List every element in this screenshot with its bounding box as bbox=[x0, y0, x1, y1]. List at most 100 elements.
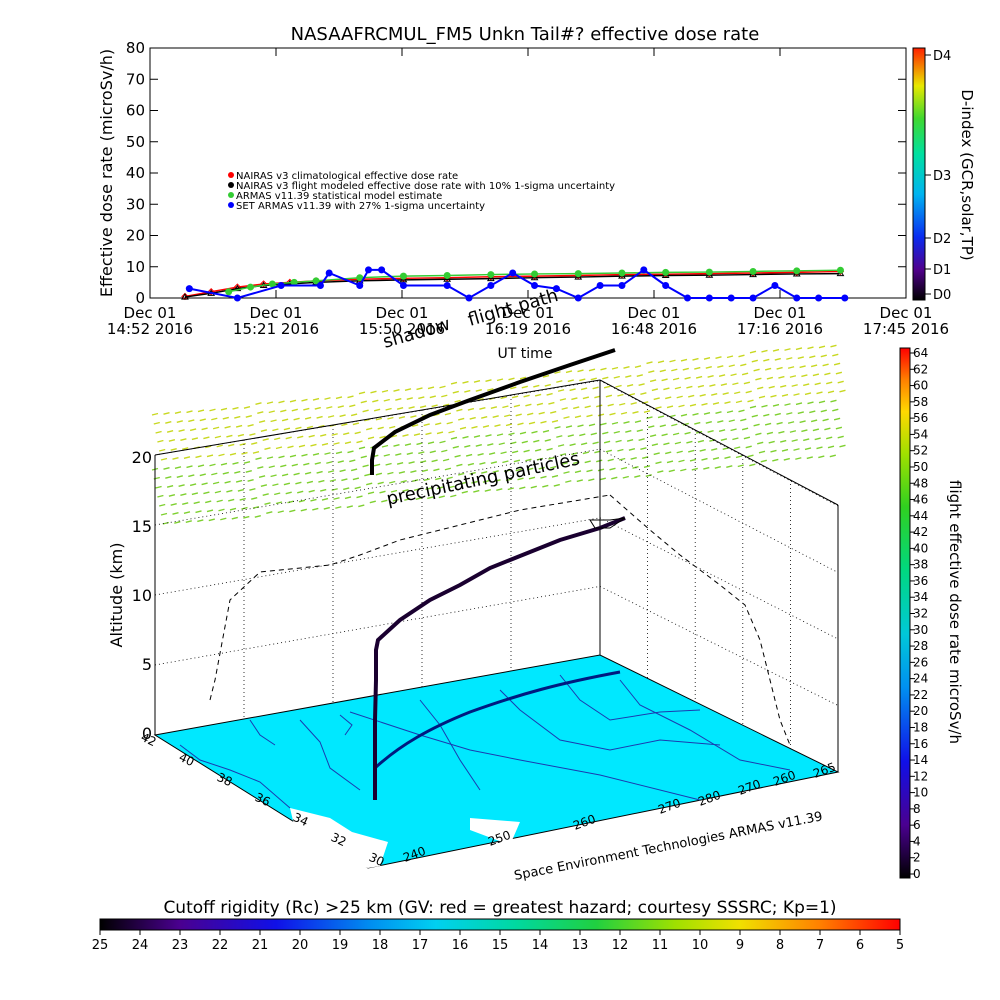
particle-dash bbox=[458, 472, 465, 476]
x-axis-label: UT time bbox=[498, 346, 553, 362]
particle-dash bbox=[452, 390, 459, 394]
particle-dash bbox=[659, 369, 666, 373]
particle-dash bbox=[688, 449, 695, 453]
particle-dash bbox=[649, 379, 657, 383]
particle-dash bbox=[538, 466, 545, 470]
particle-dash bbox=[298, 444, 306, 448]
d-tick-label: D1 bbox=[933, 263, 951, 278]
particle-dash bbox=[425, 487, 432, 491]
particle-dash bbox=[475, 389, 482, 392]
rigidity-tick-label: 23 bbox=[172, 938, 189, 953]
data-point bbox=[185, 285, 193, 293]
particle-dash bbox=[556, 380, 563, 383]
particle-dash bbox=[776, 366, 783, 370]
particle-dash bbox=[354, 486, 361, 490]
particle-dash bbox=[306, 480, 314, 484]
particle-dash bbox=[745, 390, 752, 394]
particle-dash bbox=[415, 497, 422, 500]
legend-label: ARMAS v11.39 statistical model estimate bbox=[236, 191, 442, 202]
particle-dash bbox=[663, 442, 670, 446]
particle-dash bbox=[619, 457, 626, 461]
particle-dash bbox=[301, 398, 308, 402]
particle-dash bbox=[550, 410, 557, 414]
particle-dash bbox=[613, 430, 620, 434]
data-point bbox=[531, 282, 539, 289]
particle-dash bbox=[619, 402, 626, 406]
particle-dash bbox=[206, 509, 214, 513]
particle-dash bbox=[393, 443, 400, 447]
particle-dash bbox=[151, 412, 159, 416]
particle-dash bbox=[726, 410, 734, 414]
particle-dash bbox=[513, 459, 521, 463]
particle-dash bbox=[477, 453, 484, 456]
particle-dash bbox=[327, 470, 335, 473]
particle-dash bbox=[385, 407, 392, 411]
particle-dash bbox=[730, 428, 737, 432]
particle-dash bbox=[454, 454, 461, 458]
data-point bbox=[207, 288, 215, 296]
particle-dash bbox=[395, 452, 402, 456]
legend-marker bbox=[228, 192, 234, 198]
d-tick-label: D3 bbox=[933, 169, 951, 184]
particle-dash bbox=[216, 499, 223, 503]
particle-dash bbox=[810, 364, 818, 368]
particle-dash bbox=[408, 406, 415, 409]
particle-dash bbox=[672, 432, 680, 436]
particle-dash bbox=[481, 416, 488, 419]
particle-dash bbox=[582, 451, 590, 455]
particle-dash bbox=[462, 435, 469, 439]
particle-dash bbox=[304, 471, 312, 475]
particle-dash bbox=[395, 397, 402, 401]
particle-dash bbox=[358, 391, 366, 395]
grid-line bbox=[599, 380, 839, 507]
particle-dash bbox=[341, 478, 348, 482]
particle-dash bbox=[234, 415, 241, 419]
particle-dash bbox=[393, 388, 400, 392]
particle-dash bbox=[758, 395, 766, 399]
precipitating-particle-field bbox=[151, 344, 846, 525]
particle-dash bbox=[824, 372, 831, 376]
particle-dash bbox=[362, 464, 369, 468]
particle-dash bbox=[165, 475, 172, 479]
particle-dash bbox=[751, 359, 758, 363]
particle-dash bbox=[321, 497, 329, 501]
particle-dash bbox=[243, 461, 251, 464]
particle-dash bbox=[717, 365, 724, 369]
particle-dash bbox=[715, 411, 722, 415]
particle-dash bbox=[310, 498, 317, 502]
particle-dash bbox=[454, 399, 461, 403]
particle-dash bbox=[774, 412, 781, 416]
rigidity-ticks: 25 24 23 22 21 20 19 18 17 16 15 14 13 12 11 10 9 8 7 6 5 bbox=[92, 930, 904, 953]
particle-dash bbox=[398, 470, 406, 474]
particle-dash bbox=[573, 461, 580, 465]
rigidity-tick-label: 7 bbox=[816, 938, 824, 953]
latitude-tick-label: 38 bbox=[215, 770, 235, 789]
particle-dash bbox=[229, 452, 237, 456]
particle-dash bbox=[707, 430, 714, 433]
x-tick-time: 15:21 2016 bbox=[233, 320, 319, 338]
particle-dash bbox=[609, 412, 616, 416]
particle-dash bbox=[381, 389, 389, 393]
particle-dash bbox=[634, 474, 641, 478]
particle-dash bbox=[508, 377, 515, 381]
data-point bbox=[399, 272, 407, 280]
particle-dash bbox=[531, 430, 538, 434]
particle-dash bbox=[657, 470, 664, 474]
particle-dash bbox=[684, 376, 691, 380]
particle-dash bbox=[349, 404, 356, 408]
particle-dash bbox=[688, 394, 695, 398]
particle-dash bbox=[804, 447, 812, 451]
particle-dash bbox=[222, 416, 229, 420]
particle-dash bbox=[287, 445, 294, 449]
particle-dash bbox=[484, 489, 491, 492]
particle-dash bbox=[461, 490, 468, 494]
particle-dash bbox=[358, 446, 366, 450]
x-tick-time: 17:45 2016 bbox=[863, 320, 949, 338]
particle-dash bbox=[427, 441, 435, 445]
particle-dash bbox=[191, 492, 199, 496]
particle-dash bbox=[335, 451, 343, 455]
particle-dash bbox=[781, 393, 789, 397]
particle-dash bbox=[350, 468, 358, 472]
